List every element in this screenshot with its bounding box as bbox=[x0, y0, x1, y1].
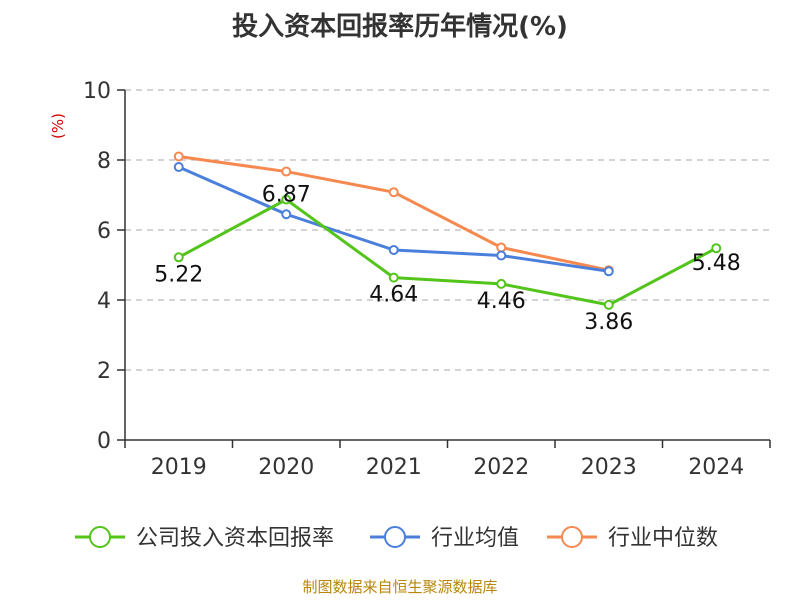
y-tick-label: 6 bbox=[97, 219, 111, 244]
legend-label: 行业中位数 bbox=[608, 526, 718, 551]
y-tick-label: 4 bbox=[97, 289, 111, 314]
series-point-2 bbox=[496, 242, 507, 253]
legend-swatch-marker bbox=[89, 526, 111, 548]
legend-label: 行业均值 bbox=[431, 526, 519, 551]
x-tick-label: 2019 bbox=[151, 455, 207, 480]
series-point-1 bbox=[496, 250, 507, 261]
data-label: 5.22 bbox=[154, 262, 203, 287]
data-label: 4.46 bbox=[477, 289, 526, 314]
data-label: 3.86 bbox=[584, 310, 633, 335]
series-point-0 bbox=[388, 272, 399, 283]
x-tick-label: 2021 bbox=[366, 455, 422, 480]
y-tick-label: 8 bbox=[97, 149, 111, 174]
legend-label: 公司投入资本回报率 bbox=[136, 526, 334, 551]
x-tick-label: 2020 bbox=[258, 455, 314, 480]
legend: 公司投入资本回报率 行业均值 行业中位数 bbox=[75, 526, 718, 551]
y-tick-label: 0 bbox=[97, 429, 111, 454]
series-point-2 bbox=[173, 151, 184, 162]
series-point-2 bbox=[281, 166, 292, 177]
y-tick-label: 10 bbox=[83, 79, 111, 104]
legend-swatch-marker bbox=[561, 526, 583, 548]
axes: 0 2 4 6 8 10 2019 2020 2021 2022 2023 2024 bbox=[83, 79, 771, 480]
series-line-0 bbox=[178, 198, 717, 307]
data-label: 5.48 bbox=[692, 251, 741, 276]
y-axis-unit-label: (%) bbox=[49, 113, 67, 139]
x-tick-label: 2022 bbox=[473, 455, 529, 480]
chart-title: 投入资本回报率历年情况(%) bbox=[232, 11, 568, 42]
x-tick-label: 2023 bbox=[581, 455, 637, 480]
grid-lines bbox=[125, 89, 770, 371]
series-point-0 bbox=[281, 194, 292, 205]
series-layer bbox=[173, 151, 722, 310]
x-tick-label: 2024 bbox=[688, 455, 744, 480]
series-point-1 bbox=[388, 244, 399, 255]
series-point-0 bbox=[603, 299, 614, 310]
series-point-0 bbox=[173, 252, 184, 263]
data-labels: 5.22 6.87 4.64 4.46 3.86 5.48 bbox=[154, 183, 740, 335]
data-label: 4.64 bbox=[369, 283, 418, 308]
series-point-1 bbox=[281, 209, 292, 220]
series-point-1 bbox=[603, 266, 614, 277]
source-note: 制图数据来自恒生聚源数据库 bbox=[302, 578, 497, 596]
data-label: 6.87 bbox=[262, 183, 311, 208]
series-point-2 bbox=[388, 187, 399, 198]
legend-swatch-marker bbox=[384, 526, 406, 548]
series-point-0 bbox=[711, 243, 722, 254]
y-tick-label: 2 bbox=[97, 359, 111, 384]
series-point-1 bbox=[173, 162, 184, 172]
series-point-0 bbox=[496, 278, 507, 289]
